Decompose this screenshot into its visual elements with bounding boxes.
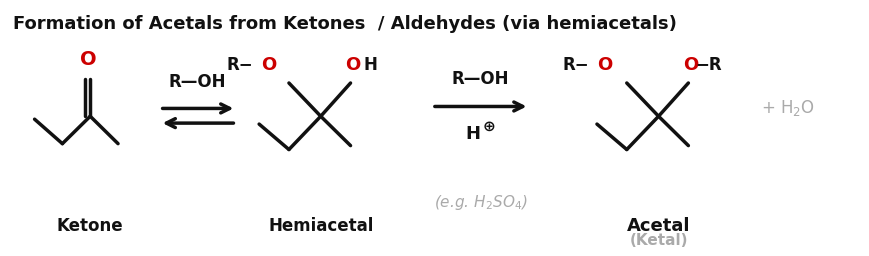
Text: H: H: [363, 56, 377, 74]
Text: R—OH: R—OH: [169, 73, 226, 91]
Text: (e.g. H$_2$SO$_4$): (e.g. H$_2$SO$_4$): [434, 193, 527, 212]
Text: Hemiacetal: Hemiacetal: [268, 217, 373, 235]
Text: (Ketal): (Ketal): [628, 233, 687, 248]
Text: O: O: [80, 50, 96, 69]
Text: R−: R−: [561, 56, 588, 74]
Text: H: H: [465, 125, 480, 143]
Text: R—OH: R—OH: [451, 70, 509, 88]
Text: ⊕: ⊕: [481, 119, 494, 134]
Text: O: O: [597, 56, 612, 74]
Text: R−: R−: [226, 56, 253, 74]
Text: −R: −R: [694, 56, 720, 74]
Text: Ketone: Ketone: [56, 217, 123, 235]
Text: Acetal: Acetal: [626, 217, 689, 235]
Text: O: O: [682, 56, 697, 74]
Text: O: O: [344, 56, 360, 74]
Text: O: O: [262, 56, 276, 74]
Text: + H$_2$O: + H$_2$O: [760, 99, 813, 119]
Text: Formation of Acetals from Ketones  / Aldehydes (via hemiacetals): Formation of Acetals from Ketones / Alde…: [13, 16, 676, 34]
